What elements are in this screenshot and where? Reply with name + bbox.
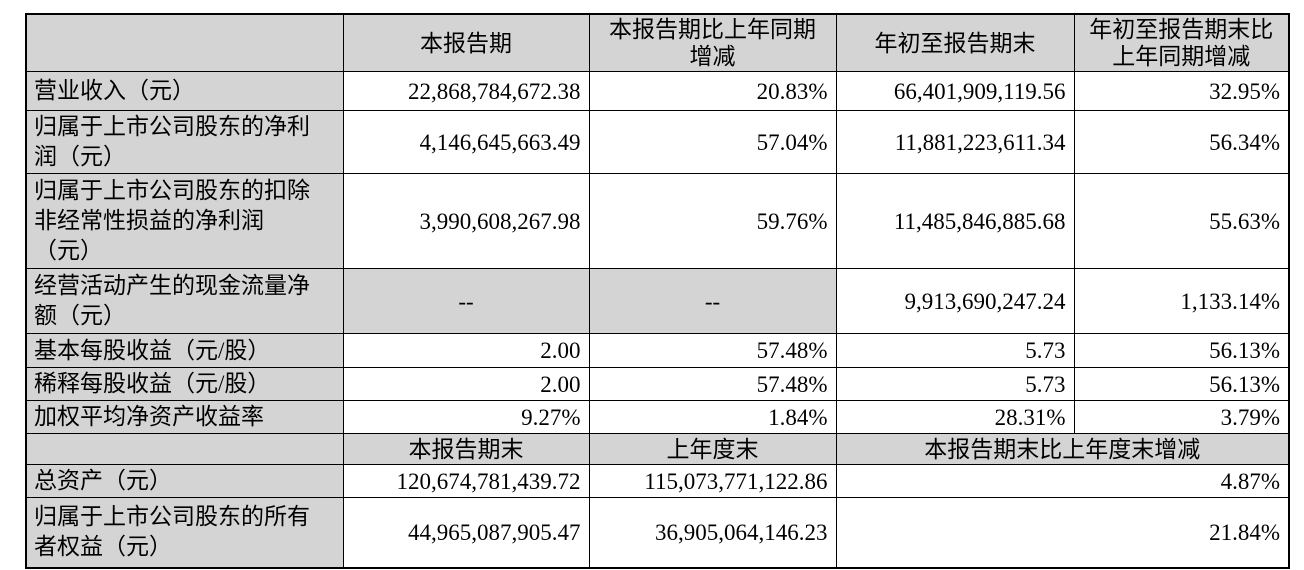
value-cell: 59.76%: [588, 173, 837, 269]
table-row-total-assets: 总资产（元） 120,674,781,439.72 115,073,771,12…: [25, 464, 1290, 498]
value-cell: 9,913,690,247.24: [835, 268, 1075, 334]
table-row-diluted-eps: 稀释每股收益（元/股） 2.00 57.48% 5.73 56.13%: [25, 367, 1290, 401]
value-cell: 56.13%: [1073, 333, 1290, 368]
value-cell-na: --: [342, 268, 590, 334]
value-cell: 28.31%: [835, 400, 1075, 434]
header-current-period: 本报告期: [342, 13, 590, 72]
corner-cell: [25, 433, 344, 465]
value-cell: 4.87%: [835, 464, 1290, 498]
value-cell: 57.48%: [588, 367, 837, 401]
financial-summary-table: 本报告期 本报告期比上年同期 增减 年初至报告期末 年初至报告期末比 上年同期增…: [25, 13, 1290, 569]
table-row-revenue: 营业收入（元） 22,868,784,672.38 20.83% 66,401,…: [25, 71, 1290, 111]
value-cell: 56.13%: [1073, 367, 1290, 401]
row-label: 稀释每股收益（元/股）: [25, 367, 344, 401]
row-label: 总资产（元）: [25, 464, 344, 498]
value-cell-na: --: [588, 268, 837, 334]
value-cell: 11,485,846,885.68: [835, 173, 1075, 269]
row-label: 归属于上市公司股东的所有 者权益（元）: [25, 497, 344, 568]
value-cell: 3.79%: [1073, 400, 1290, 434]
value-cell: 57.48%: [588, 333, 837, 368]
value-cell: 4,146,645,663.49: [342, 110, 590, 174]
value-cell: 57.04%: [588, 110, 837, 174]
table-row-shareholders-equity: 归属于上市公司股东的所有 者权益（元） 44,965,087,905.47 36…: [25, 497, 1290, 568]
value-cell: 1,133.14%: [1073, 268, 1290, 334]
value-cell: 120,674,781,439.72: [342, 464, 590, 498]
yearend-header-row: 本报告期末 上年度末 本报告期末比上年度末增减: [25, 433, 1290, 465]
row-label: 营业收入（元）: [25, 71, 344, 111]
value-cell: 3,990,608,267.98: [342, 173, 590, 269]
row-label: 基本每股收益（元/股）: [25, 333, 344, 368]
header-ytd-yoy-change: 年初至报告期末比 上年同期增减: [1073, 13, 1290, 72]
value-cell: 56.34%: [1073, 110, 1290, 174]
header-prior-year-end: 上年度末: [588, 433, 837, 465]
period-header-row: 本报告期 本报告期比上年同期 增减 年初至报告期末 年初至报告期末比 上年同期增…: [25, 13, 1290, 72]
header-change-vs-prior-year-end: 本报告期末比上年度末增减: [835, 433, 1290, 465]
row-label: 归属于上市公司股东的扣除 非经常性损益的净利润 （元）: [25, 173, 344, 269]
table-row-basic-eps: 基本每股收益（元/股） 2.00 57.48% 5.73 56.13%: [25, 333, 1290, 368]
table-row-operating-cash-flow: 经营活动产生的现金流量净 额（元） -- -- 9,913,690,247.24…: [25, 268, 1290, 334]
row-label: 经营活动产生的现金流量净 额（元）: [25, 268, 344, 334]
value-cell: 22,868,784,672.38: [342, 71, 590, 111]
corner-cell: [25, 13, 344, 72]
value-cell: 11,881,223,611.34: [835, 110, 1075, 174]
value-cell: 44,965,087,905.47: [342, 497, 590, 568]
value-cell: 55.63%: [1073, 173, 1290, 269]
value-cell: 2.00: [342, 367, 590, 401]
value-cell: 36,905,064,146.23: [588, 497, 837, 568]
value-cell: 21.84%: [835, 497, 1290, 568]
value-cell: 1.84%: [588, 400, 837, 434]
table-row-weighted-roe: 加权平均净资产收益率 9.27% 1.84% 28.31% 3.79%: [25, 400, 1290, 434]
header-ytd: 年初至报告期末: [835, 13, 1075, 72]
table-row-net-profit: 归属于上市公司股东的净利 润（元） 4,146,645,663.49 57.04…: [25, 110, 1290, 174]
row-label: 加权平均净资产收益率: [25, 400, 344, 434]
value-cell: 5.73: [835, 333, 1075, 368]
row-label: 归属于上市公司股东的净利 润（元）: [25, 110, 344, 174]
value-cell: 66,401,909,119.56: [835, 71, 1075, 111]
header-yoy-change: 本报告期比上年同期 增减: [588, 13, 837, 72]
value-cell: 2.00: [342, 333, 590, 368]
value-cell: 20.83%: [588, 71, 837, 111]
value-cell: 32.95%: [1073, 71, 1290, 111]
value-cell: 9.27%: [342, 400, 590, 434]
value-cell: 115,073,771,122.86: [588, 464, 837, 498]
header-period-end: 本报告期末: [342, 433, 590, 465]
table-row-net-profit-excl-nonrecurring: 归属于上市公司股东的扣除 非经常性损益的净利润 （元） 3,990,608,26…: [25, 173, 1290, 269]
value-cell: 5.73: [835, 367, 1075, 401]
